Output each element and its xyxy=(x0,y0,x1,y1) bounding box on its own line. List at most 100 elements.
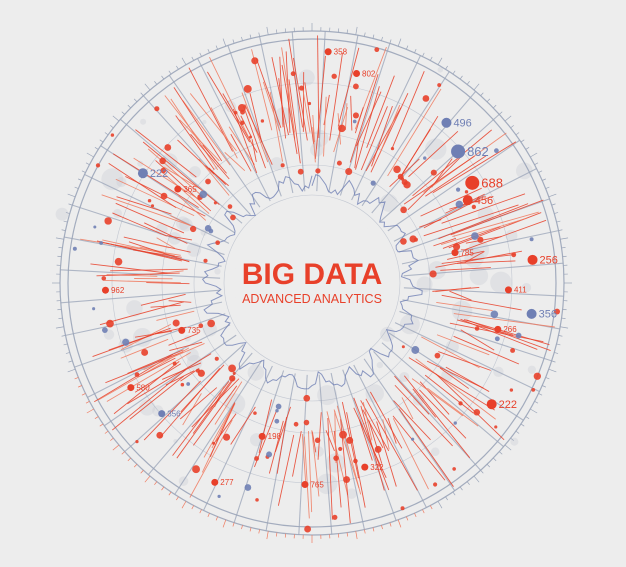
data-line xyxy=(366,75,395,148)
tick xyxy=(561,247,566,249)
data-line xyxy=(243,105,266,169)
tick xyxy=(414,48,417,53)
data-dot xyxy=(293,421,299,427)
data-dot xyxy=(494,425,498,429)
data-dot xyxy=(304,525,312,533)
spoke xyxy=(330,372,365,530)
bg-dot xyxy=(325,453,346,473)
data-line xyxy=(80,238,181,256)
data-dot xyxy=(471,232,479,240)
tick xyxy=(510,437,514,441)
tick xyxy=(133,98,138,102)
tick xyxy=(538,170,543,173)
label-marker-dot xyxy=(101,286,109,294)
tick xyxy=(445,496,448,501)
data-dot xyxy=(274,418,280,424)
data-line xyxy=(432,287,480,292)
data-line xyxy=(392,418,429,490)
data-line xyxy=(452,211,539,238)
data-line xyxy=(408,131,459,178)
center-subtitle: ADVANCED ANALYTICS xyxy=(242,292,382,306)
data-line xyxy=(317,35,320,138)
data-line xyxy=(334,410,337,464)
data-line xyxy=(105,351,184,384)
data-label: 496 xyxy=(453,118,471,130)
data-line xyxy=(355,86,380,170)
data-line xyxy=(134,363,181,393)
tick xyxy=(473,475,480,483)
data-label: 198 xyxy=(268,432,282,441)
data-dot xyxy=(275,403,282,410)
data-dot xyxy=(104,217,112,225)
data-labels: 862 688 456 496 256 411 356 266 222 222 365 962 735 5… xyxy=(101,48,558,489)
data-line xyxy=(292,430,302,477)
bg-dot xyxy=(527,365,536,374)
bg-dot xyxy=(346,488,357,499)
tick xyxy=(74,377,79,380)
data-line xyxy=(350,95,353,131)
data-line xyxy=(214,381,243,425)
data-dot xyxy=(336,160,342,166)
data-line xyxy=(255,58,282,128)
data-line xyxy=(158,367,221,439)
data-line xyxy=(281,64,298,155)
data-dot xyxy=(156,431,164,439)
tick xyxy=(99,423,104,427)
data-line xyxy=(371,106,393,167)
data-line xyxy=(179,387,218,420)
tick xyxy=(232,39,235,44)
data-line xyxy=(344,103,348,130)
bg-dot xyxy=(186,348,199,362)
data-dot xyxy=(400,506,405,511)
bg-dot xyxy=(380,326,396,342)
tick xyxy=(538,393,543,396)
tick xyxy=(504,115,512,122)
bg-dot xyxy=(140,118,147,125)
data-line xyxy=(354,107,364,134)
tick xyxy=(397,519,402,528)
data-line xyxy=(419,381,450,415)
spoke xyxy=(394,322,540,392)
spoke xyxy=(65,301,223,336)
spoke xyxy=(104,334,237,427)
tick xyxy=(499,111,503,115)
data-line xyxy=(400,115,439,177)
wave-line xyxy=(201,174,423,390)
data-dot xyxy=(147,198,152,203)
ring xyxy=(223,194,401,372)
data-line xyxy=(112,153,199,208)
data-dot xyxy=(346,436,354,444)
data-dot xyxy=(102,327,108,333)
data-dot xyxy=(95,163,101,168)
data-line xyxy=(360,400,390,452)
data-dot xyxy=(533,372,541,380)
data-dot xyxy=(214,356,219,361)
tick xyxy=(561,317,566,319)
tick xyxy=(121,111,125,115)
tick xyxy=(199,52,202,57)
data-line xyxy=(426,360,484,389)
spoke xyxy=(227,45,282,197)
tick xyxy=(510,125,514,129)
tick xyxy=(515,430,520,434)
data-dot xyxy=(213,201,217,205)
label-marker-dot xyxy=(361,463,369,471)
data-line xyxy=(303,436,310,519)
tick xyxy=(266,531,269,540)
tick xyxy=(499,451,503,455)
data-line xyxy=(190,133,230,180)
data-line xyxy=(271,57,289,136)
data-label: 735 xyxy=(187,326,201,335)
data-line xyxy=(460,329,495,351)
tick xyxy=(215,516,218,521)
data-dot xyxy=(370,180,376,186)
tick xyxy=(99,139,104,143)
tick xyxy=(144,475,151,483)
tick xyxy=(232,522,235,527)
tick xyxy=(422,52,425,57)
data-dot xyxy=(154,106,160,112)
data-line xyxy=(419,219,442,228)
tick xyxy=(437,501,443,509)
bg-dot xyxy=(437,67,444,73)
data-line xyxy=(453,335,520,365)
